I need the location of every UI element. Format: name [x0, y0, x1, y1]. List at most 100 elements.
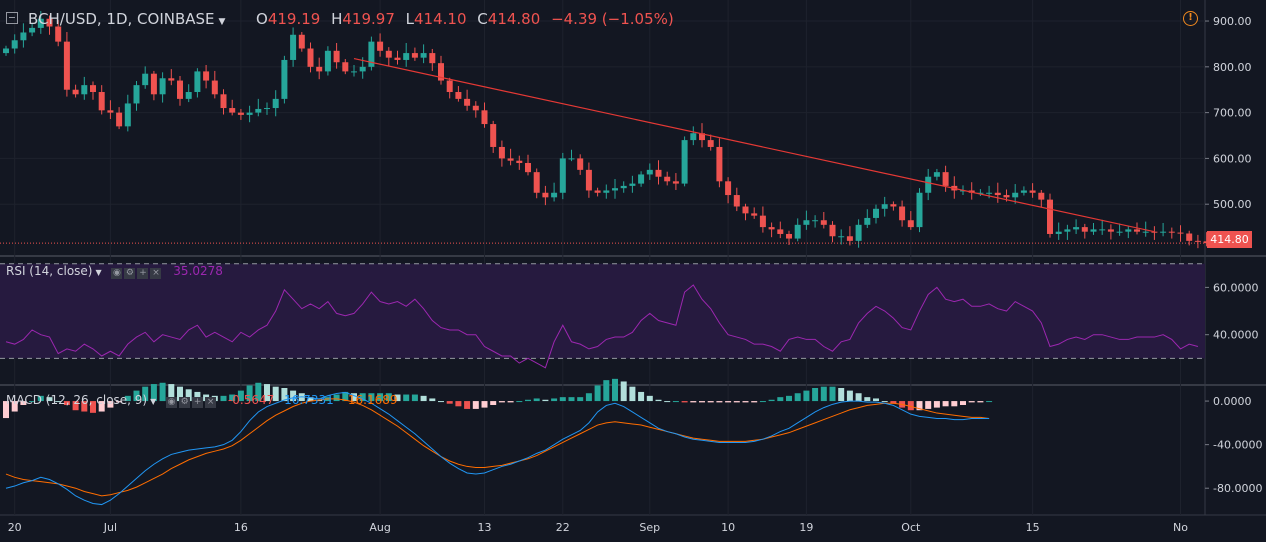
- candle: [681, 140, 688, 184]
- histogram-bar: [177, 386, 183, 402]
- rsi-value: 35.0278: [173, 264, 223, 278]
- candle: [255, 108, 262, 113]
- candle: [1107, 229, 1114, 232]
- eye-icon[interactable]: ◉: [166, 397, 178, 408]
- candle: [237, 112, 244, 115]
- close-icon[interactable]: ×: [150, 268, 162, 279]
- histogram-bar: [229, 394, 236, 402]
- histogram-bar: [655, 399, 662, 402]
- histogram-bar: [855, 393, 862, 402]
- candle: [150, 73, 157, 95]
- macd-tick-label: -80.0000: [1213, 482, 1262, 495]
- settings-icon[interactable]: ⚙: [124, 268, 136, 279]
- histogram-bar: [464, 401, 471, 409]
- candle: [525, 162, 531, 173]
- histogram-bar: [742, 401, 749, 403]
- rsi-legend[interactable]: RSI (14, close) ▼ ◉ ⚙ + × 35.0278: [6, 264, 223, 279]
- histogram-bar: [690, 401, 697, 403]
- macd-hist-value: -0.5647: [227, 393, 275, 407]
- candle: [1134, 229, 1140, 232]
- close-icon[interactable]: ×: [205, 397, 217, 408]
- histogram-bar: [220, 395, 227, 402]
- symbol-title[interactable]: BCH/USD, 1D, COINBASE ▼: [28, 10, 225, 28]
- histogram-bar: [672, 401, 679, 403]
- candle: [420, 53, 427, 58]
- candle: [3, 48, 9, 54]
- candle: [63, 41, 70, 90]
- candle: [1186, 233, 1193, 241]
- candle: [211, 80, 218, 95]
- candle: [1020, 190, 1027, 193]
- macd-signal-value: -16.1689: [343, 393, 398, 407]
- candle: [838, 236, 845, 238]
- last-price-tag: 414.80: [1207, 231, 1252, 248]
- histogram-bar: [507, 401, 514, 403]
- candle: [986, 192, 993, 194]
- candle: [1099, 229, 1106, 231]
- histogram-bar: [568, 397, 575, 402]
- candle: [1116, 231, 1123, 233]
- candle: [351, 71, 357, 73]
- histogram-bar: [20, 401, 27, 405]
- open-label: O: [256, 10, 268, 28]
- histogram-bar: [820, 386, 827, 402]
- candle: [316, 66, 323, 72]
- x-tick-label: Sep: [639, 521, 660, 534]
- settings-icon[interactable]: ⚙: [179, 397, 191, 408]
- candle: [481, 110, 488, 125]
- macd-label: MACD (12, 26, close, 9): [6, 393, 148, 407]
- chevron-down-icon[interactable]: ▼: [95, 268, 102, 277]
- histogram-bar: [846, 390, 853, 402]
- histogram-bar: [881, 401, 888, 403]
- plus-icon[interactable]: +: [137, 268, 149, 279]
- histogram-bar: [168, 384, 175, 402]
- candle: [664, 176, 671, 182]
- rsi-tick-label: 40.0000: [1213, 329, 1259, 342]
- histogram-bar: [907, 401, 914, 411]
- candle: [533, 172, 540, 193]
- candle: [133, 85, 140, 104]
- chevron-down-icon[interactable]: ▼: [218, 17, 226, 27]
- histogram-bar: [864, 397, 871, 402]
- candle: [159, 78, 166, 95]
- histogram-bar: [585, 393, 592, 402]
- macd-legend[interactable]: MACD (12, 26, close, 9) ▼ ◉ ⚙ + × -0.5647 16…: [6, 393, 398, 408]
- candle: [507, 158, 514, 161]
- histogram-bar: [812, 388, 819, 402]
- symbol-label: BCH/USD, 1D, COINBASE: [28, 10, 215, 28]
- candle: [977, 192, 984, 194]
- y-tick-label: 600.00: [1213, 152, 1252, 165]
- histogram-bar: [716, 401, 723, 403]
- candle: [438, 63, 444, 81]
- open-value: 419.19: [267, 10, 321, 28]
- candle: [446, 80, 453, 93]
- candle: [925, 176, 932, 193]
- histogram-bar: [977, 401, 984, 403]
- candle: [229, 108, 236, 113]
- x-tick-label: No: [1173, 521, 1188, 534]
- candle: [46, 18, 53, 27]
- candle: [864, 217, 871, 225]
- histogram-bar: [351, 393, 357, 402]
- histogram-bar: [438, 401, 444, 403]
- chevron-down-icon[interactable]: ▼: [150, 397, 157, 406]
- candle: [672, 181, 679, 184]
- candle: [342, 62, 349, 72]
- candle: [1064, 229, 1071, 232]
- histogram-bar: [29, 401, 36, 403]
- x-tick-label: Jul: [103, 521, 117, 534]
- collapse-icon[interactable]: [6, 12, 18, 24]
- plus-icon[interactable]: +: [192, 397, 204, 408]
- candle: [699, 133, 705, 141]
- alert-icon[interactable]: !: [1183, 11, 1198, 26]
- histogram-bar: [751, 401, 758, 403]
- candle: [829, 224, 836, 237]
- candle: [899, 206, 906, 221]
- ohlc-readout: O419.19 H419.97 L414.10 C414.80 −4.39 (−…: [256, 10, 680, 28]
- candle: [1055, 231, 1062, 234]
- histogram-bar: [411, 394, 418, 402]
- eye-icon[interactable]: ◉: [111, 268, 123, 279]
- histogram-bar: [664, 401, 671, 403]
- candle: [37, 18, 44, 28]
